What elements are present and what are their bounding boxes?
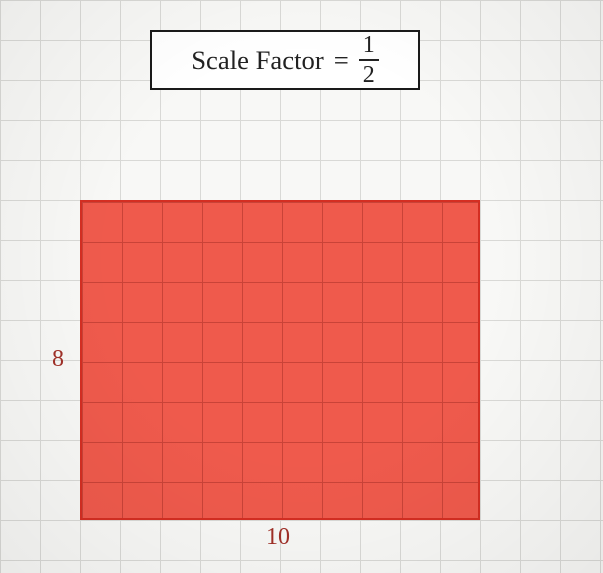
scaled-rectangle [80, 200, 480, 520]
rectangle-inner-grid [82, 202, 478, 518]
width-label: 10 [266, 524, 290, 551]
equals-sign: = [332, 45, 351, 76]
scale-factor-label: Scale Factor [191, 45, 324, 76]
fraction-denominator: 2 [359, 61, 379, 87]
fraction-numerator: 1 [359, 33, 379, 59]
height-label: 8 [52, 346, 64, 373]
scale-factor-box: Scale Factor = 1 2 [150, 30, 420, 90]
scale-factor-fraction: 1 2 [359, 33, 379, 87]
